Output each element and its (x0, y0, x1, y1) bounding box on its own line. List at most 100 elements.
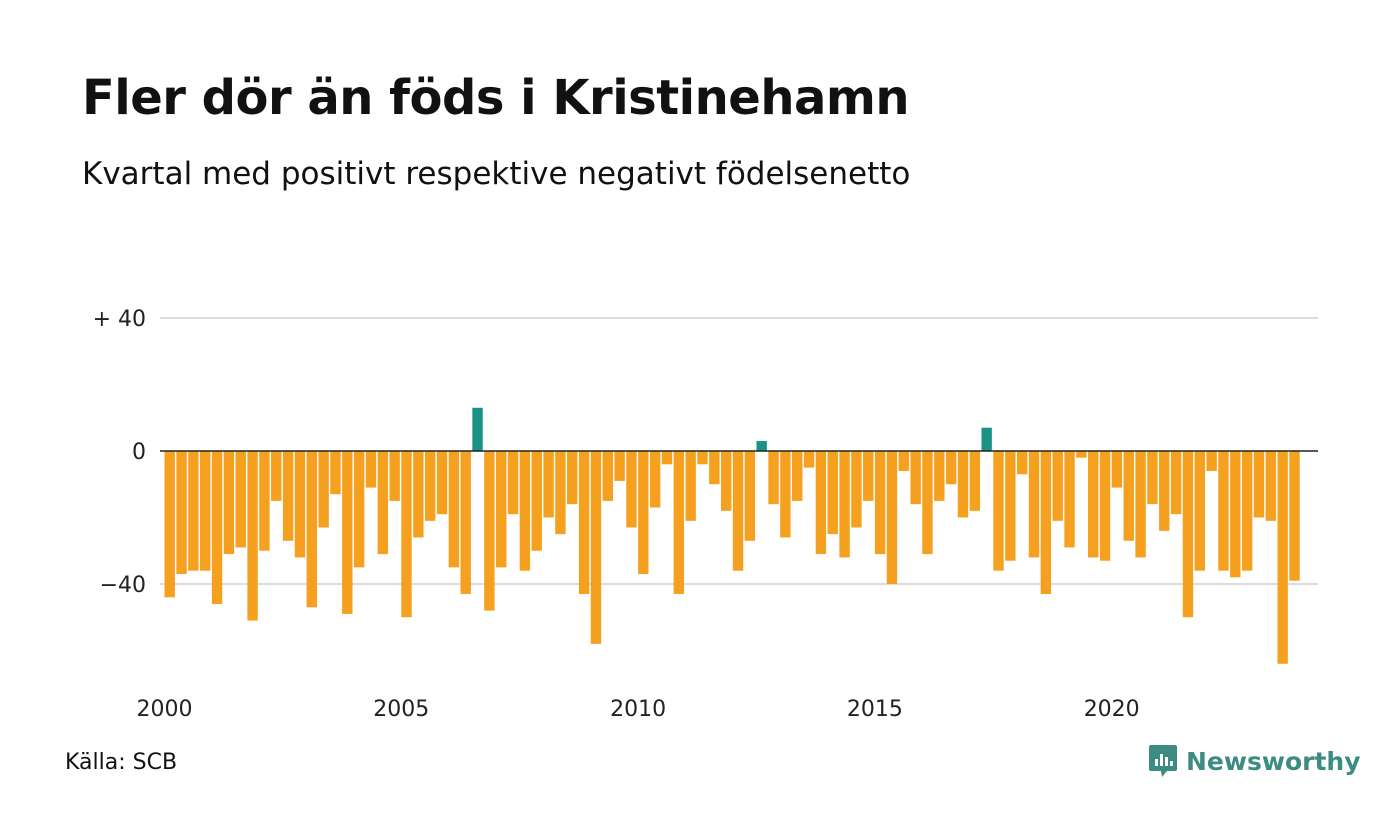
bar-negative (484, 451, 495, 611)
bar-negative (1159, 451, 1170, 531)
bar-negative (827, 451, 838, 535)
bar-negative (294, 451, 306, 558)
bar-negative (602, 451, 613, 501)
bar-negative (247, 451, 258, 621)
brand-name: Newsworthy (1186, 746, 1361, 776)
bar-negative (720, 451, 732, 511)
bar-negative (555, 451, 566, 535)
bar-negative (1005, 451, 1016, 561)
bar-negative (638, 451, 649, 575)
grid-layer (160, 317, 1318, 585)
bar-negative (709, 451, 720, 485)
bar-negative (164, 451, 175, 598)
x-tick-label: 2010 (610, 697, 666, 722)
newsworthy-logo-icon (1149, 745, 1177, 777)
bar-negative (1016, 451, 1028, 475)
chart-subtitle: Kvartal med positivt respektive negativt… (82, 156, 911, 192)
brand-logo[interactable]: Newsworthy (1148, 744, 1361, 778)
bar-negative (898, 451, 909, 471)
bar-negative (649, 451, 661, 508)
bar-negative (436, 451, 448, 515)
axis-layer: + 40 0 −40 2000 2005 2010 2015 2020 (93, 307, 1318, 722)
bar-negative (780, 451, 791, 538)
bar-negative (1052, 451, 1063, 521)
bar-negative (271, 451, 282, 501)
bar-negative (1253, 451, 1265, 518)
bar-negative (496, 451, 507, 568)
bar-negative (732, 451, 744, 571)
x-tick-label: 2020 (1084, 697, 1140, 722)
bar-negative (1194, 451, 1205, 571)
bar-negative (259, 451, 270, 551)
bar-negative (519, 451, 531, 571)
bar-negative (377, 451, 389, 555)
bar-negative (1064, 451, 1075, 548)
bar-negative (886, 451, 898, 584)
bar-negative (922, 451, 933, 555)
bar-negative (910, 451, 921, 505)
bar-negative (1289, 451, 1300, 581)
bar-negative (1111, 451, 1123, 488)
bar-negative (673, 451, 685, 594)
bar-negative (342, 451, 353, 614)
bar-negative (792, 451, 803, 501)
bar-negative (874, 451, 886, 555)
bar-chart: + 40 0 −40 2000 2005 2010 2015 2020 (93, 307, 1318, 722)
bar-negative (626, 451, 637, 528)
bar-negative (211, 451, 223, 604)
bar-negative (330, 451, 341, 495)
y-tick-label: + 40 (93, 307, 146, 332)
bar-negative (507, 451, 519, 515)
bar-negative (957, 451, 969, 518)
bar-negative (1206, 451, 1217, 471)
bar-negative (945, 451, 957, 485)
bar-negative (1135, 451, 1146, 558)
bar-negative (413, 451, 424, 538)
bar-negative (1265, 451, 1277, 521)
x-tick-label: 2015 (847, 697, 903, 722)
bar-negative (235, 451, 246, 548)
y-tick-label: −40 (100, 573, 146, 598)
bar-negative (567, 451, 578, 505)
bar-negative (223, 451, 235, 555)
bar-negative (448, 451, 460, 568)
bar-negative (318, 451, 329, 528)
bar-negative (1028, 451, 1040, 558)
bar-negative (365, 451, 377, 488)
x-tick-label: 2000 (137, 697, 193, 722)
bar-negative (306, 451, 317, 608)
bar-negative (1241, 451, 1253, 571)
bar-negative (744, 451, 756, 541)
bar-negative (389, 451, 400, 501)
bar-negative (578, 451, 590, 594)
bar-negative (353, 451, 365, 568)
bar-negative (1123, 451, 1134, 541)
bar-negative (176, 451, 187, 575)
bar-negative (803, 451, 815, 468)
bar-negative (1182, 451, 1194, 618)
bar-negative (424, 451, 436, 521)
bar-negative (200, 451, 211, 571)
bar-negative (1230, 451, 1241, 578)
bar-negative (1277, 451, 1288, 664)
bar-negative (851, 451, 862, 528)
bar-negative (685, 451, 696, 521)
bar-negative (768, 451, 779, 505)
bar-negative (863, 451, 874, 501)
bar-negative (460, 451, 471, 594)
bar-negative (839, 451, 850, 558)
bar-negative (993, 451, 1004, 571)
bar-negative (401, 451, 412, 618)
bar-negative (614, 451, 625, 481)
bar-negative (1040, 451, 1052, 594)
bar-negative (661, 451, 673, 465)
source-note: Källa: SCB (65, 750, 178, 775)
bar-negative (188, 451, 199, 571)
bar-negative (1147, 451, 1158, 505)
bar-positive (472, 407, 483, 451)
bar-negative (1218, 451, 1229, 571)
bar-negative (697, 451, 708, 465)
bar-negative (1170, 451, 1182, 515)
bar-positive (981, 427, 992, 452)
bar-negative (282, 451, 294, 541)
